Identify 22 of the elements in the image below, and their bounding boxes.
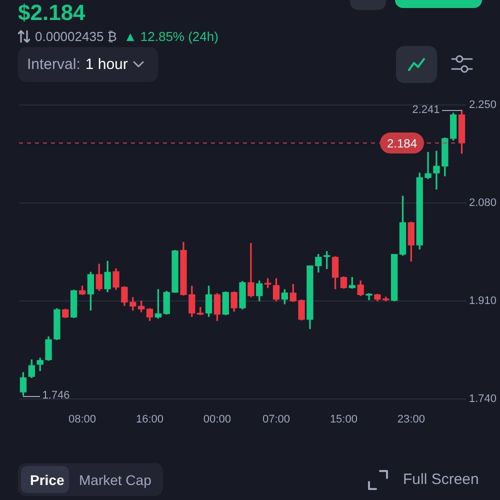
text: Price	[30, 472, 64, 488]
x-tick-label: 00:00	[203, 414, 231, 426]
y-tick-label: 2.250	[469, 99, 497, 112]
candlestick	[248, 243, 254, 298]
ref-line-label: 2.184	[386, 136, 418, 150]
text: Market Cap	[79, 472, 152, 488]
y-tick-label: 2.080	[469, 197, 497, 210]
chart-title: $2.184	[18, 0, 86, 25]
x-tick-label: 23:00	[397, 414, 425, 426]
y-tick-label: 1.740	[469, 393, 497, 406]
text: Interval:	[27, 56, 80, 73]
text: Full Screen	[403, 471, 479, 488]
y-tick-label: 1.910	[469, 295, 497, 308]
x-tick-label: 08:00	[68, 414, 96, 426]
annotation: 2.241	[412, 104, 440, 116]
x-tick-label: 07:00	[262, 414, 290, 426]
x-tick-label: 16:00	[136, 414, 164, 426]
x-tick-label: 15:00	[330, 414, 358, 426]
text: 1 hour	[85, 56, 128, 73]
text: ▲ 12.85% (24h)	[124, 28, 218, 44]
annotation: 1.746	[42, 390, 70, 402]
chart-subtitle: 0.00002435 ₿	[35, 28, 117, 44]
